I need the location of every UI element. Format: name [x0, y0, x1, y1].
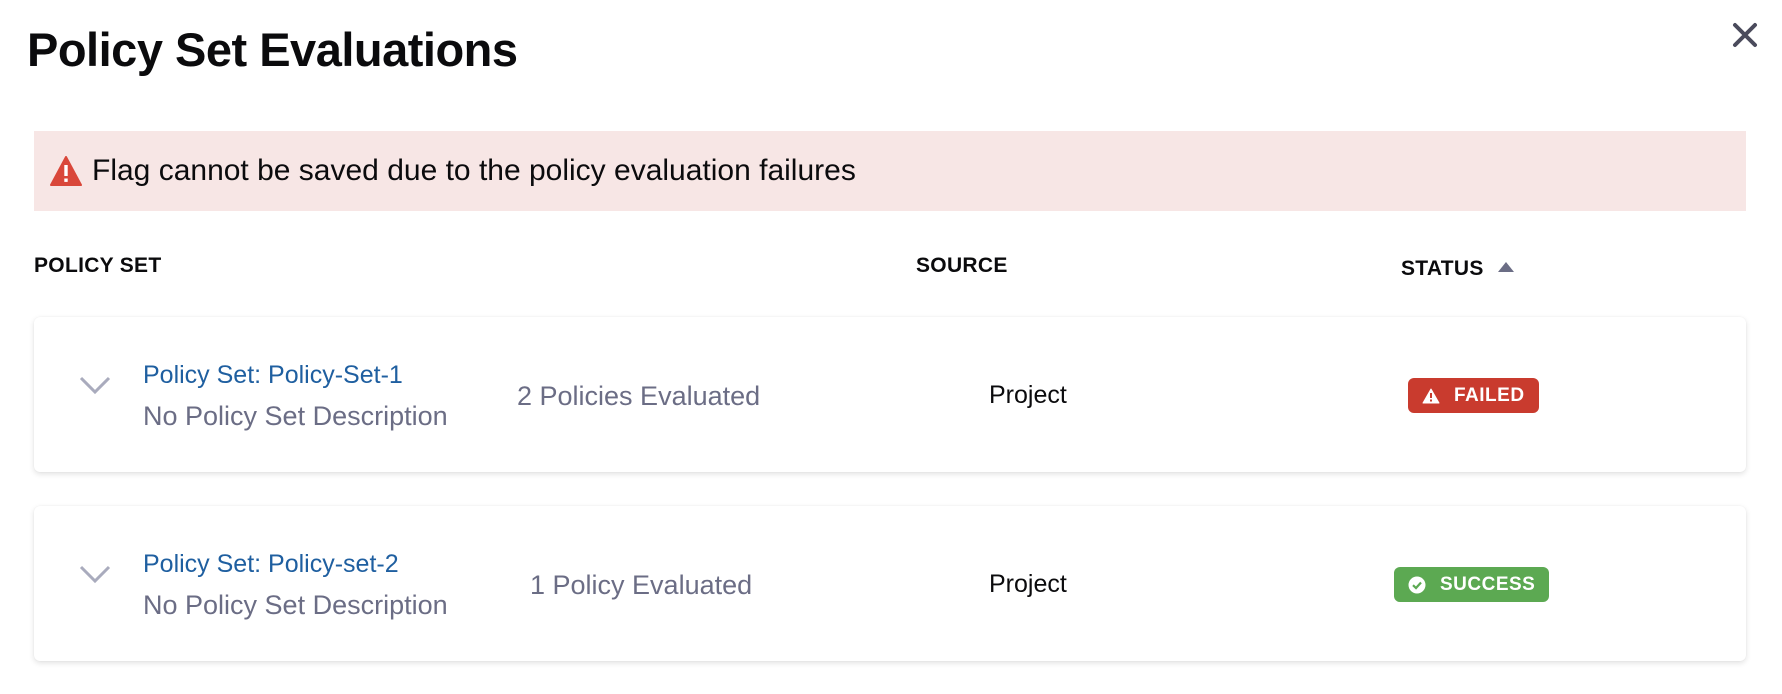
status-label: SUCCESS — [1440, 573, 1536, 595]
warning-triangle-icon — [1422, 388, 1440, 403]
close-button[interactable] — [1730, 20, 1760, 50]
column-header-source: SOURCE — [916, 254, 1008, 277]
column-header-policy-set: POLICY SET — [34, 254, 162, 277]
policies-evaluated: 1 Policy Evaluated — [530, 570, 753, 600]
chevron-down-icon[interactable] — [78, 564, 112, 584]
policy-set-name[interactable]: Policy Set: Policy-Set-1 — [143, 361, 403, 389]
policy-set-description: No Policy Set Description — [143, 401, 448, 431]
close-icon — [1733, 23, 1757, 47]
banner-message: Flag cannot be saved due to the policy e… — [92, 154, 856, 187]
policy-set-name[interactable]: Policy Set: Policy-set-2 — [143, 550, 399, 578]
status-badge: FAILED — [1408, 378, 1539, 413]
chevron-down-icon[interactable] — [78, 375, 112, 395]
sort-ascending-icon[interactable] — [1497, 262, 1514, 272]
check-circle-icon — [1408, 576, 1426, 593]
source: Project — [989, 570, 1067, 598]
warning-triangle-icon — [50, 156, 82, 186]
status-badge: SUCCESS — [1394, 567, 1550, 602]
source: Project — [989, 381, 1067, 409]
policy-set-description: No Policy Set Description — [143, 590, 448, 620]
page-title: Policy Set Evaluations — [27, 23, 518, 76]
table-row[interactable]: Policy Set: Policy-Set-1 No Policy Set D… — [34, 317, 1746, 472]
status-label: FAILED — [1454, 384, 1525, 406]
column-header-status[interactable]: STATUS — [1401, 257, 1514, 281]
table-row[interactable]: Policy Set: Policy-set-2 No Policy Set D… — [34, 506, 1746, 661]
policies-evaluated: 2 Policies Evaluated — [517, 381, 761, 411]
status-header-label: STATUS — [1401, 257, 1484, 280]
error-banner: Flag cannot be saved due to the policy e… — [34, 131, 1746, 211]
